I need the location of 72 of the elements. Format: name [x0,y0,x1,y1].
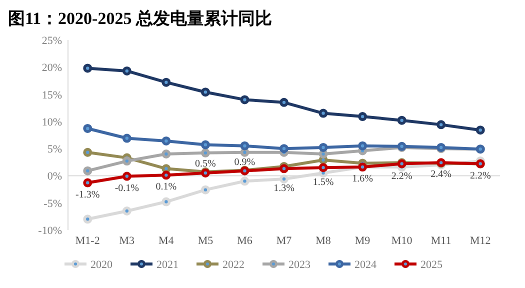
point [83,124,92,133]
legend-label: 2020 [90,259,113,271]
data-label: 2.2% [470,170,491,182]
point [83,178,92,188]
x-tick-label: M3 [119,235,136,247]
x-tick-label: M9 [354,235,371,247]
data-label: 0.5% [195,158,216,170]
legend-label: 2022 [222,259,244,271]
point [162,78,171,87]
y-tick-label: 5% [47,144,62,156]
point [240,95,250,104]
point [358,141,368,150]
x-tick-label: M7 [276,235,292,247]
point [122,66,132,76]
point [83,64,92,73]
point [83,148,92,157]
y-tick-label: -5% [44,198,62,210]
point [280,98,288,107]
y-tick-label: 20% [42,62,62,74]
point [200,148,210,158]
point [476,126,485,135]
point [162,136,171,146]
point [200,140,210,150]
x-tick-label: M4 [158,235,174,247]
point [280,144,288,154]
x-tick-label: M11 [430,235,452,247]
point [318,142,328,152]
data-label: 1.5% [312,177,334,188]
point [162,197,171,206]
point [83,166,92,176]
legend-label: 2023 [288,259,311,271]
data-label: 0.9% [234,157,256,168]
point [122,206,132,216]
point [240,176,250,186]
y-tick-label: 10% [42,116,62,128]
data-label: 2.2% [391,171,412,182]
point [436,120,446,130]
data-label: 0.1% [156,182,177,193]
legend-label: 2025 [420,259,443,271]
point [280,174,288,184]
title: 图11：2020-2025 总发电量累计同比 [8,9,272,28]
x-tick-label: M1-2 [75,235,100,247]
point [318,108,328,118]
x-tick-label: M12 [470,235,491,247]
point [162,170,171,180]
point [200,185,210,194]
x-tick-label: M8 [316,235,332,247]
point [162,150,171,158]
data-label: 1.6% [352,174,373,185]
point [122,172,132,181]
data-label: -0.1% [114,182,139,194]
data-label: 1.3% [274,182,294,194]
point [358,112,368,122]
x-tick-label: M6 [237,235,253,247]
point [83,214,92,224]
y-tick-label: 25% [42,35,62,47]
data-label: -1.3% [76,189,100,200]
y-tick-label: -10% [38,225,62,237]
point [122,134,132,143]
data-label: 2.4% [430,169,452,180]
point [280,164,288,174]
legend-label: 2024 [354,259,377,271]
point [122,156,132,166]
x-tick-label: M5 [198,235,214,247]
point [200,88,210,97]
point [397,116,406,125]
y-tick-label: 0% [47,170,62,183]
point [240,141,250,150]
legend-label: 2021 [156,259,178,271]
y-tick-label: 15% [42,89,62,102]
point [318,163,328,172]
x-tick-label: M10 [391,235,413,247]
